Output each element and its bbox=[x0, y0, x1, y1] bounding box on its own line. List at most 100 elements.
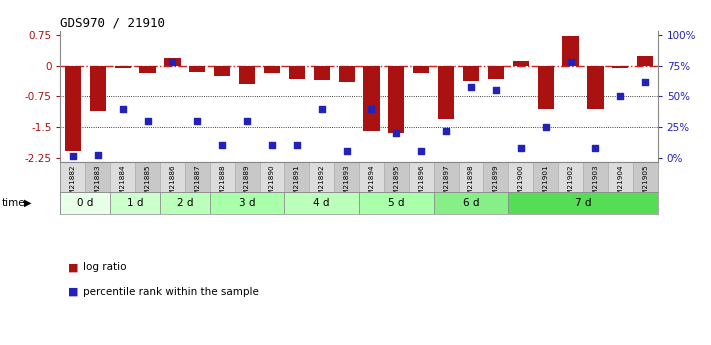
Bar bbox=[359, 192, 434, 214]
Point bbox=[341, 149, 352, 154]
Text: GSM21884: GSM21884 bbox=[119, 164, 126, 204]
Point bbox=[316, 106, 327, 111]
Text: 7 d: 7 d bbox=[574, 198, 592, 208]
Bar bbox=[533, 162, 558, 192]
Text: GSM21897: GSM21897 bbox=[443, 164, 449, 204]
Bar bbox=[388, 66, 405, 133]
Point bbox=[415, 149, 427, 154]
Text: GSM21901: GSM21901 bbox=[542, 164, 549, 204]
Bar bbox=[463, 66, 479, 81]
Bar bbox=[60, 162, 85, 192]
Bar bbox=[90, 66, 106, 111]
Point bbox=[216, 142, 228, 148]
Text: GSM21882: GSM21882 bbox=[70, 164, 76, 204]
Point bbox=[117, 106, 128, 111]
Bar bbox=[114, 66, 131, 68]
Text: GSM21895: GSM21895 bbox=[393, 164, 400, 204]
Bar bbox=[65, 66, 81, 151]
Bar bbox=[363, 66, 380, 131]
Bar bbox=[513, 61, 529, 66]
Bar bbox=[60, 192, 110, 214]
Bar bbox=[508, 192, 658, 214]
Bar bbox=[264, 66, 280, 73]
Text: 1 d: 1 d bbox=[127, 198, 144, 208]
Bar bbox=[185, 162, 210, 192]
Text: GSM21890: GSM21890 bbox=[269, 164, 275, 204]
Bar bbox=[139, 66, 156, 73]
Point bbox=[440, 128, 452, 134]
Point bbox=[166, 59, 178, 65]
Bar bbox=[384, 162, 409, 192]
Bar bbox=[633, 162, 658, 192]
Bar bbox=[260, 162, 284, 192]
Point bbox=[565, 59, 576, 65]
Text: GSM21883: GSM21883 bbox=[95, 164, 101, 204]
Text: 4 d: 4 d bbox=[314, 198, 330, 208]
Text: 0 d: 0 d bbox=[77, 198, 94, 208]
Point bbox=[589, 145, 601, 150]
Text: GSM21905: GSM21905 bbox=[642, 164, 648, 204]
Point bbox=[92, 152, 104, 158]
Point bbox=[292, 142, 303, 148]
Bar bbox=[284, 192, 359, 214]
Text: percentile rank within the sample: percentile rank within the sample bbox=[83, 287, 259, 296]
Text: GSM21885: GSM21885 bbox=[144, 164, 151, 204]
Text: ■: ■ bbox=[68, 287, 78, 296]
Bar bbox=[210, 192, 284, 214]
Bar bbox=[338, 66, 355, 82]
Text: GSM21904: GSM21904 bbox=[617, 164, 624, 204]
Bar bbox=[110, 192, 160, 214]
Point bbox=[614, 93, 626, 99]
Text: GSM21887: GSM21887 bbox=[194, 164, 201, 204]
Text: GSM21899: GSM21899 bbox=[493, 164, 499, 204]
Text: 2 d: 2 d bbox=[176, 198, 193, 208]
Bar bbox=[587, 66, 604, 109]
Bar bbox=[608, 162, 633, 192]
Bar bbox=[135, 162, 160, 192]
Text: 6 d: 6 d bbox=[463, 198, 479, 208]
Bar bbox=[409, 162, 434, 192]
Bar bbox=[189, 66, 205, 72]
Bar bbox=[483, 162, 508, 192]
Point bbox=[639, 79, 651, 85]
Bar bbox=[438, 66, 454, 119]
Bar bbox=[239, 66, 255, 84]
Text: GSM21894: GSM21894 bbox=[368, 164, 375, 204]
Bar bbox=[284, 162, 309, 192]
Bar bbox=[334, 162, 359, 192]
Text: GSM21888: GSM21888 bbox=[219, 164, 225, 204]
Bar bbox=[289, 66, 305, 79]
Bar bbox=[160, 192, 210, 214]
Bar bbox=[413, 66, 429, 73]
Point bbox=[365, 106, 377, 111]
Bar bbox=[562, 36, 579, 66]
Text: 3 d: 3 d bbox=[239, 198, 255, 208]
Bar bbox=[637, 56, 653, 66]
Text: GSM21892: GSM21892 bbox=[319, 164, 325, 204]
Text: GSM21898: GSM21898 bbox=[468, 164, 474, 204]
Text: ▶: ▶ bbox=[24, 198, 32, 208]
Bar bbox=[558, 162, 583, 192]
Point bbox=[515, 145, 526, 150]
Text: GSM21896: GSM21896 bbox=[418, 164, 424, 204]
Bar bbox=[459, 162, 483, 192]
Text: GSM21893: GSM21893 bbox=[343, 164, 350, 204]
Text: GDS970 / 21910: GDS970 / 21910 bbox=[60, 17, 166, 30]
Bar bbox=[85, 162, 110, 192]
Bar bbox=[612, 66, 629, 68]
Point bbox=[67, 154, 78, 159]
Bar bbox=[359, 162, 384, 192]
Text: time: time bbox=[1, 198, 25, 208]
Bar bbox=[508, 162, 533, 192]
Text: GSM21891: GSM21891 bbox=[294, 164, 300, 204]
Point bbox=[465, 84, 476, 89]
Bar bbox=[164, 58, 181, 66]
Bar bbox=[434, 192, 508, 214]
Bar bbox=[160, 162, 185, 192]
Point bbox=[540, 124, 551, 130]
Point bbox=[241, 118, 253, 124]
Text: ■: ■ bbox=[68, 263, 78, 272]
Bar bbox=[314, 66, 330, 80]
Text: log ratio: log ratio bbox=[83, 263, 127, 272]
Bar bbox=[235, 162, 260, 192]
